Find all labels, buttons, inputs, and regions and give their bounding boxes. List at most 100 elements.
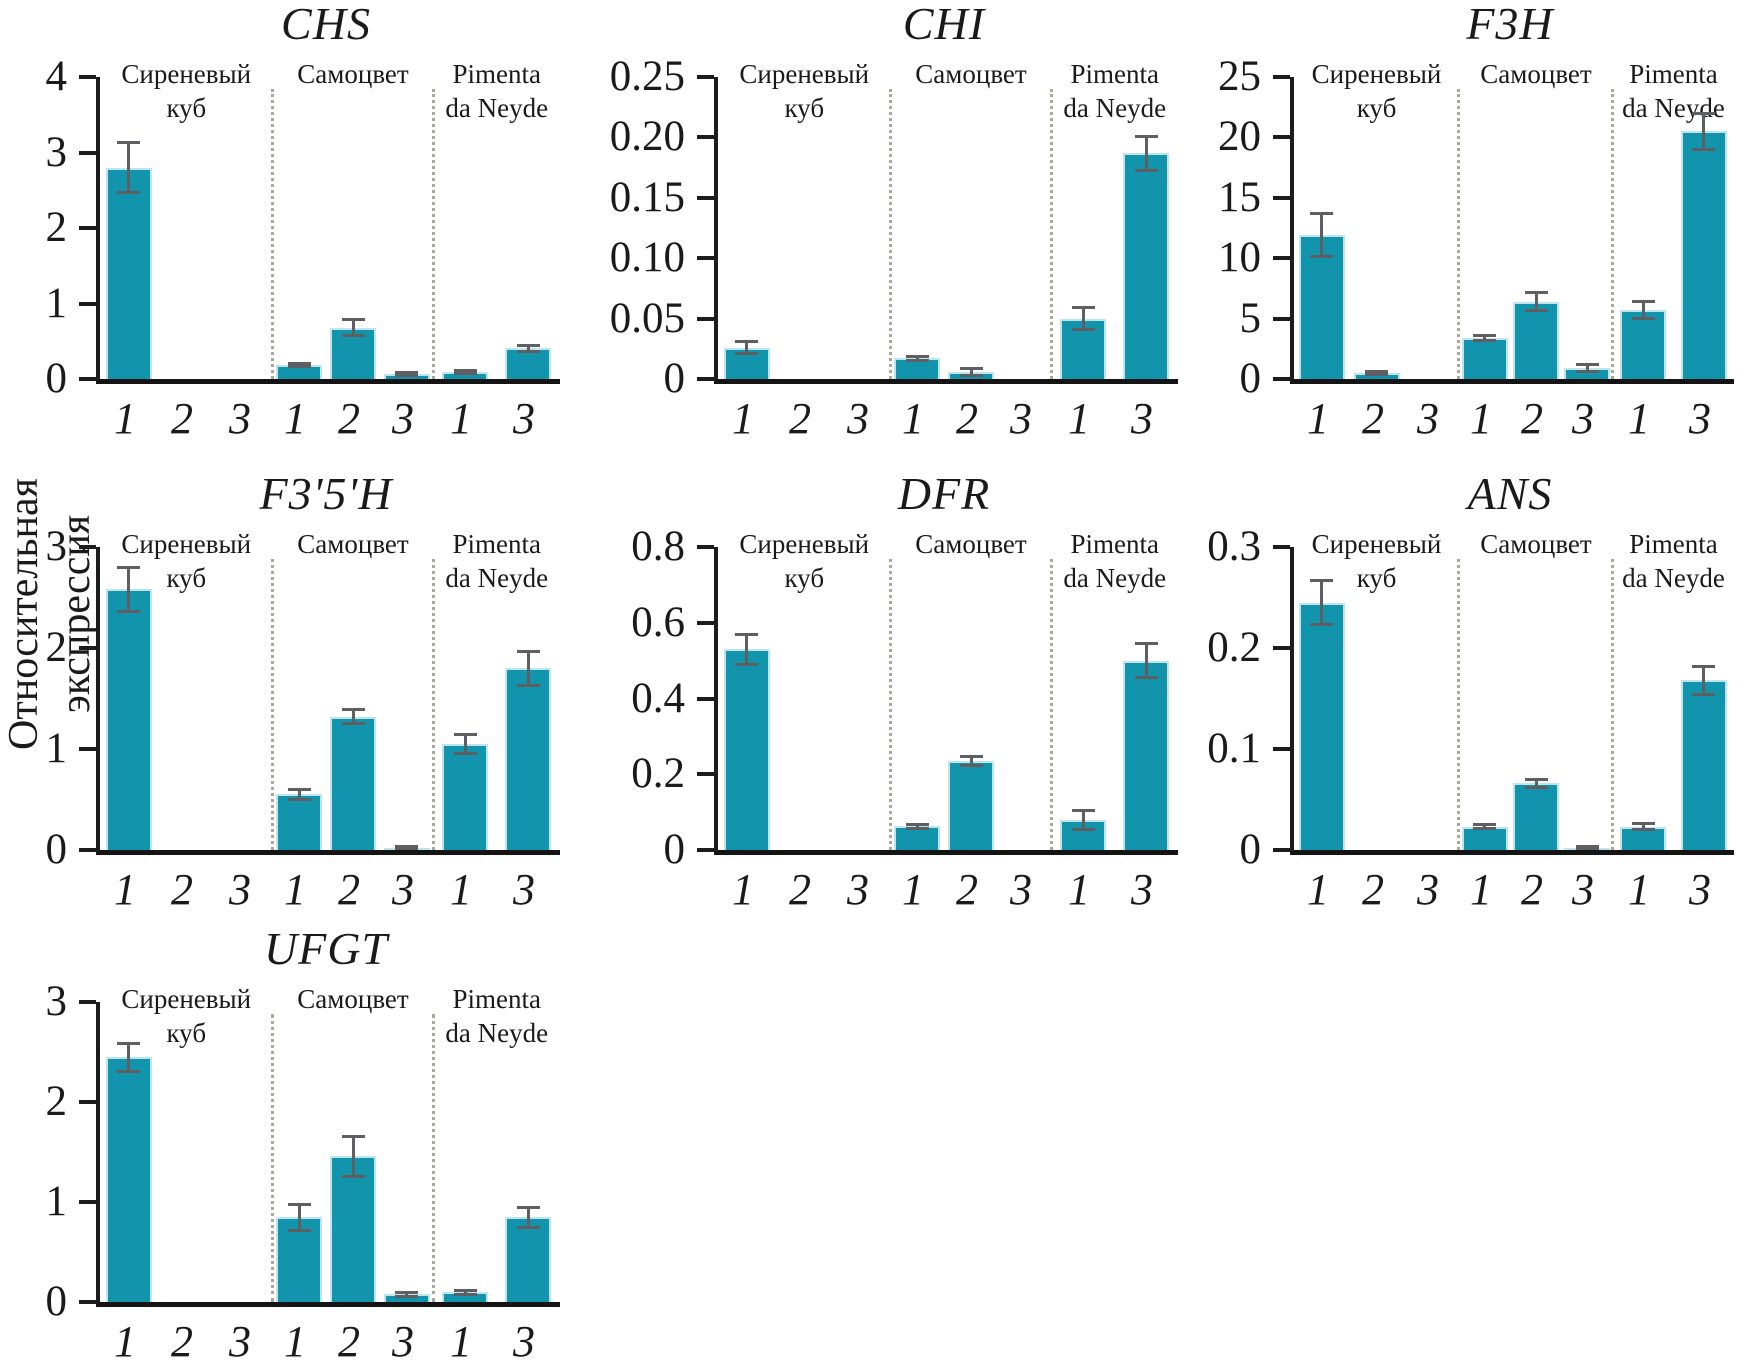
- x-tick-label: 3: [1417, 865, 1439, 914]
- error-bar-cap: [288, 1229, 311, 1232]
- y-tick-label: 2: [45, 204, 68, 251]
- x-tick-label: 1: [284, 1317, 306, 1366]
- error-bar: [352, 319, 355, 336]
- y-tick-mark: [697, 620, 714, 625]
- error-bar: [970, 368, 973, 375]
- error-bar: [405, 1292, 408, 1296]
- y-tick-mark: [1273, 256, 1290, 261]
- bar: [948, 761, 994, 850]
- group-label-line: куб: [166, 1018, 207, 1048]
- error-bar-cap: [1692, 665, 1715, 668]
- x-tick-label: 3: [847, 394, 869, 443]
- error-bar-cap: [1365, 373, 1388, 376]
- error-bar: [1483, 336, 1486, 341]
- y-tick-mark: [1273, 75, 1290, 79]
- group-label-line: da Neyde: [1063, 563, 1167, 593]
- y-tick-label: 20: [1218, 113, 1261, 161]
- group-label-line: куб: [166, 93, 207, 123]
- error-bar-cap: [517, 350, 540, 353]
- y-tick-label: 1: [45, 725, 68, 772]
- error-bar: [916, 824, 919, 828]
- error-bar-cap: [1525, 309, 1548, 312]
- x-tick-label: 1: [450, 865, 472, 914]
- bar: [276, 794, 322, 850]
- x-tick-label: 3: [1131, 394, 1153, 443]
- y-tick-mark: [79, 848, 96, 852]
- x-tick-label: 3: [513, 1317, 535, 1366]
- x-tick-label: 1: [1470, 865, 1492, 914]
- y-tick-label: 0.2: [1207, 624, 1261, 671]
- x-tick-label: 3: [1417, 394, 1439, 443]
- error-bar-cap: [1072, 828, 1095, 831]
- group-label-line: Сиреневый: [1311, 59, 1442, 89]
- y-tick-mark: [697, 377, 714, 381]
- x-tick-label: 2: [171, 1317, 193, 1366]
- error-bar-cap: [1632, 317, 1655, 320]
- group-label: Самоцвет: [1459, 527, 1613, 561]
- y-tick-label: 3: [45, 978, 68, 1025]
- group-separator: [431, 89, 435, 379]
- y-tick-label: 0.05: [609, 294, 685, 342]
- y-tick-mark: [1273, 848, 1290, 852]
- bar: [1681, 131, 1727, 379]
- error-bar-cap: [1135, 135, 1158, 138]
- y-tick-label: 2: [45, 1078, 68, 1125]
- group-separator: [1049, 89, 1053, 379]
- group-label-line: Pimenta: [1070, 529, 1160, 559]
- group-label-line: Pimenta: [1070, 59, 1160, 89]
- error-bar-cap: [395, 1291, 418, 1294]
- plot-area: Сиреневый куб Самоцвет Pimenta da Neyde: [1290, 59, 1734, 384]
- x-tick-label: 2: [338, 1317, 360, 1366]
- group-label-line: da Neyde: [1622, 93, 1725, 123]
- error-bar-cap: [1310, 579, 1333, 582]
- error-bar-cap: [517, 1206, 540, 1209]
- bar: [442, 744, 488, 850]
- error-bar-cap: [906, 827, 929, 830]
- error-bar-cap: [735, 340, 758, 343]
- y-tick-mark: [697, 848, 714, 852]
- group-label: Pimenta da Neyde: [1613, 527, 1734, 595]
- x-tick-label: 1: [450, 1317, 472, 1366]
- plot-area: Сиреневый куб Самоцвет Pimenta da Neyde: [714, 529, 1178, 855]
- x-tick-label: 2: [1521, 394, 1543, 443]
- chart-title: CHI: [902, 0, 986, 49]
- y-tick-label: 0.3: [1207, 523, 1261, 570]
- group-separator: [431, 559, 435, 850]
- group-label: Самоцвет: [1459, 57, 1613, 91]
- group-label-line: da Neyde: [445, 1018, 549, 1048]
- bar: [1620, 310, 1666, 379]
- y-tick-mark: [1273, 747, 1290, 751]
- error-bar-cap: [960, 764, 983, 767]
- group-label-line: Сиреневый: [121, 529, 252, 559]
- group-label: Самоцвет: [273, 57, 434, 91]
- x-tick-label: 1: [1068, 394, 1090, 443]
- y-tick-mark: [697, 316, 714, 321]
- group-label-line: Сиреневый: [121, 984, 252, 1014]
- x-tick-label: 2: [956, 865, 978, 914]
- group-separator: [1457, 559, 1460, 850]
- error-bar: [916, 356, 919, 361]
- group-label-line: куб: [166, 563, 207, 593]
- error-bar-cap: [117, 566, 140, 569]
- plot-area: Сиреневый куб Самоцвет Pimenta da Neyde: [96, 59, 560, 384]
- error-bar: [298, 789, 301, 799]
- y-tick-mark: [79, 1300, 96, 1304]
- chart-title: DFR: [897, 468, 991, 519]
- group-label: Pimenta da Neyde: [1052, 527, 1179, 595]
- y-tick-label: 0: [45, 355, 68, 402]
- error-bar: [527, 651, 530, 685]
- y-tick-mark: [697, 256, 714, 261]
- error-bar: [1702, 113, 1705, 149]
- y-tick-mark: [1273, 646, 1290, 650]
- error-bar-cap: [1310, 623, 1333, 626]
- error-bar-cap: [395, 847, 418, 850]
- error-bar-cap: [517, 1226, 540, 1229]
- group-label-line: Сиреневый: [1311, 529, 1442, 559]
- error-bar-cap: [1576, 363, 1599, 366]
- bar: [1462, 827, 1508, 850]
- x-tick-label: 3: [1131, 865, 1153, 914]
- error-bar-cap: [395, 371, 418, 374]
- group-label-line: da Neyde: [1622, 563, 1725, 593]
- bar: [724, 649, 770, 850]
- error-bar-cap: [454, 1289, 477, 1292]
